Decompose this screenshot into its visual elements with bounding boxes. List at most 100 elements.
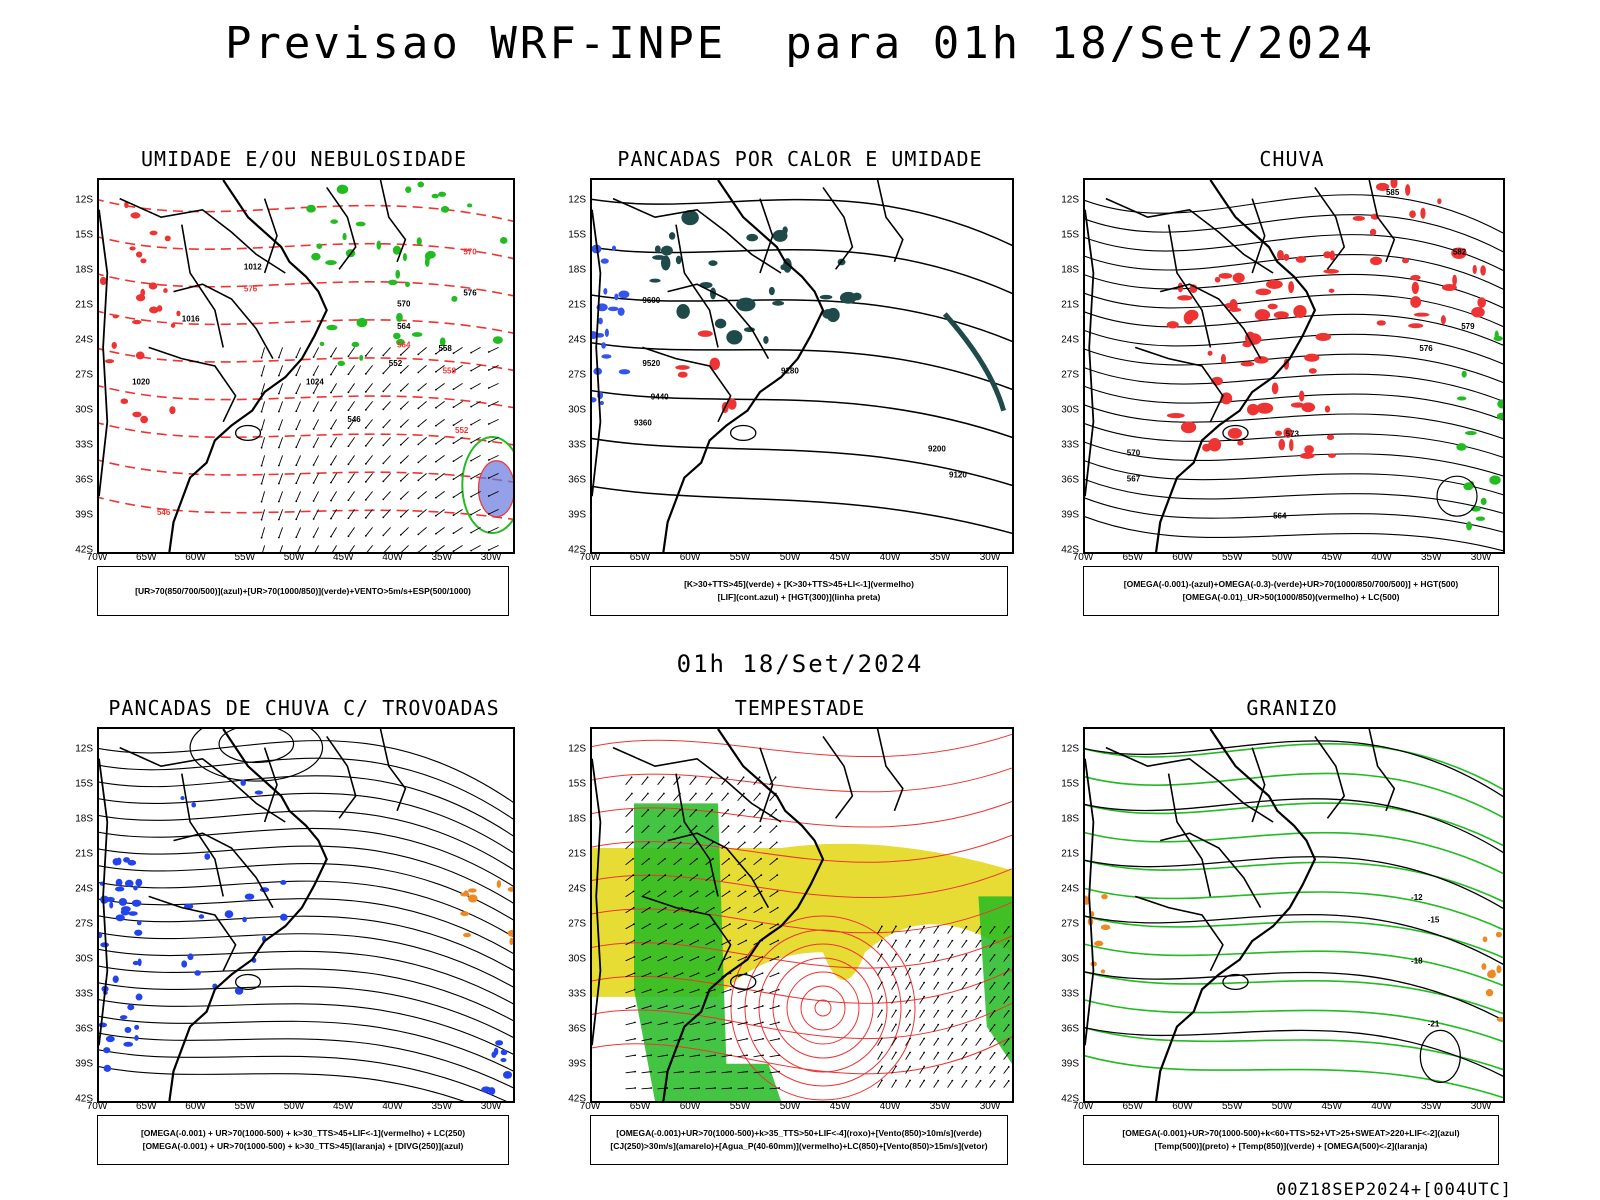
weather-cell	[140, 415, 149, 424]
lon-tick-label: 50W	[283, 552, 305, 563]
wind-vector	[365, 473, 373, 483]
wind-vector	[989, 926, 995, 934]
contour-line	[99, 459, 513, 483]
wind-vector	[657, 825, 665, 834]
weather-cell	[103, 1064, 112, 1072]
wind-vector	[721, 907, 731, 914]
weather-cell	[194, 970, 201, 976]
contour-line	[99, 845, 513, 904]
weather-cell	[1208, 437, 1222, 452]
contour-line	[592, 800, 1012, 828]
weather-cell	[839, 291, 857, 304]
wind-vector	[705, 809, 713, 818]
weather-cell	[1480, 265, 1486, 276]
weather-cell	[1177, 295, 1193, 301]
wind-vector	[418, 383, 427, 391]
lon-tick-label: 55W	[729, 552, 751, 563]
weather-cell	[140, 258, 147, 264]
wind-vector	[769, 1087, 780, 1090]
longitude-axis: 70W 65W 60W 55W 50W 45W 40W 35W 30W	[87, 552, 511, 564]
lat-tick-label: 24S	[1061, 334, 1079, 346]
weather-cell	[135, 294, 146, 302]
wind-vector	[278, 383, 284, 394]
weather-cell	[405, 186, 412, 194]
weather-cell	[1288, 281, 1295, 294]
wind-vector	[769, 956, 779, 962]
wind-vector	[673, 1087, 684, 1090]
wind-vector	[330, 365, 337, 375]
weather-cell	[431, 193, 439, 199]
wind-vector	[705, 940, 715, 946]
wind-vector	[753, 874, 762, 882]
wind-vector	[470, 473, 481, 479]
wind-vector	[689, 907, 699, 914]
lon-tick-label: 40W	[382, 1101, 403, 1112]
contour-line	[1085, 404, 1503, 440]
lon-tick-label: 65W	[629, 1101, 651, 1112]
wind-vector	[348, 401, 355, 411]
wind-vector	[673, 874, 682, 882]
map-canvas: -12 -15 -18 -21	[1085, 729, 1503, 1101]
wind-vector	[737, 923, 747, 930]
weather-cell	[1409, 210, 1416, 219]
contour-line	[1085, 859, 1503, 903]
wind-vector	[919, 940, 925, 948]
wind-vector	[348, 473, 355, 483]
wind-vector	[470, 365, 481, 371]
wind-vector	[295, 473, 302, 484]
wind-vector	[278, 509, 284, 520]
wind-vector	[418, 365, 427, 373]
contour-label: 9440	[651, 392, 669, 401]
wind-vector	[905, 926, 911, 934]
wind-vector	[657, 1071, 668, 1074]
weather-cell	[396, 312, 403, 323]
weather-cell	[1352, 215, 1365, 221]
contour-line	[592, 868, 1012, 899]
lon-tick-label: 50W	[1271, 552, 1293, 563]
longitude-axis: 70W 65W 60W 55W 50W 45W 40W 35W 30W	[1073, 1101, 1501, 1113]
wind-vector	[989, 996, 995, 1004]
lat-tick-label: 33S	[75, 988, 93, 1000]
contour-line	[1085, 423, 1503, 458]
weather-cell	[675, 255, 682, 265]
lat-tick-label: 15S	[75, 778, 93, 790]
weather-cell	[164, 235, 171, 242]
lat-tick-label: 42S	[1061, 1093, 1079, 1105]
wind-vector	[400, 383, 409, 392]
wind-vector	[961, 968, 967, 976]
wind-vector	[278, 365, 284, 376]
wind-vector	[689, 1071, 700, 1074]
weather-cell	[128, 911, 138, 916]
lon-tick-label: 60W	[1172, 1101, 1193, 1112]
wind-vector	[689, 1005, 699, 1010]
weather-cell	[170, 323, 176, 328]
lat-tick-label: 39S	[1061, 1058, 1079, 1070]
lat-tick-label: 33S	[568, 439, 586, 451]
contour-line	[1085, 367, 1503, 402]
weather-cell	[439, 337, 446, 347]
wind-vector	[737, 1038, 748, 1042]
lon-tick-label: 70W	[579, 552, 601, 563]
wind-vector	[961, 940, 967, 948]
wind-vector	[330, 491, 337, 501]
wind-vector	[705, 923, 715, 930]
lat-tick-label: 39S	[75, 1058, 93, 1070]
contour-line	[592, 437, 1012, 487]
lat-tick-label: 15S	[75, 229, 93, 241]
wind-vector	[348, 347, 355, 357]
wind-vector	[705, 956, 715, 962]
wind-vector	[905, 1052, 911, 1060]
contour-line	[1085, 311, 1503, 346]
lon-tick-label: 30W	[480, 552, 502, 563]
wind-vector	[641, 923, 651, 930]
wind-vector	[705, 793, 713, 802]
wind-vector	[737, 907, 747, 914]
wind-vector	[625, 793, 633, 802]
weather-cell	[503, 1071, 513, 1079]
weather-cell	[1255, 288, 1272, 296]
weather-cell	[1101, 893, 1108, 900]
weather-cell	[135, 351, 145, 360]
contour-line	[99, 310, 513, 334]
contour-line	[1085, 516, 1503, 552]
contour-label: 576	[463, 288, 477, 297]
